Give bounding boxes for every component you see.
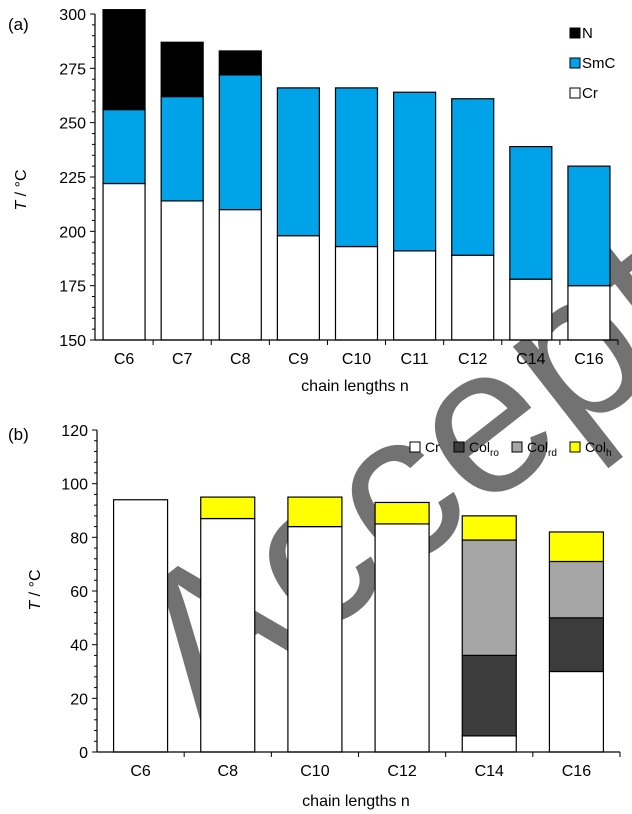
panel-b-ytick-label: 40 bbox=[70, 638, 88, 655]
panel-a-ylabel-unit: / °C bbox=[13, 169, 30, 200]
panel-b-xtick-label-c12: C12 bbox=[387, 763, 416, 780]
panel-a-chart: (a) T / °C chain lengths n 150 175 200 225 2… bbox=[8, 7, 619, 395]
bar-a-cr-c14 bbox=[509, 278, 553, 341]
bar-a-smc-c16 bbox=[567, 165, 611, 287]
panel-a-xtick-label-c14: C14 bbox=[516, 351, 545, 368]
bar-b-cr-c12 bbox=[374, 523, 430, 753]
bar-b-col-rd-c16 bbox=[548, 560, 605, 619]
panel-a-xtick-label-c6: C6 bbox=[114, 351, 135, 368]
bar-a-smc-c12 bbox=[451, 98, 495, 256]
bar-a-cr-c12 bbox=[451, 254, 495, 341]
panel-a-ytick-label: 300 bbox=[59, 7, 86, 24]
legend-swatch-n bbox=[569, 27, 581, 39]
legend-label-col-rd: Colrd bbox=[527, 439, 557, 459]
bar-b-col-rd-c14 bbox=[461, 539, 517, 656]
panel-a-ylabel: T / °C bbox=[13, 169, 30, 210]
bar-b-col-h-c8 bbox=[200, 496, 256, 520]
panel-a-ytick-label: 225 bbox=[59, 170, 86, 187]
panel-b-xtick-label-c14: C14 bbox=[475, 763, 504, 780]
bar-a-smc-c9 bbox=[276, 87, 320, 237]
panel-a-ytick-label: 200 bbox=[59, 224, 86, 241]
panel-b-ytick-label: 80 bbox=[70, 530, 88, 547]
panel-b-xlabel: chain lengths n bbox=[302, 793, 410, 810]
legend-swatch-cr bbox=[409, 441, 421, 453]
bar-a-cr-c7 bbox=[160, 200, 204, 341]
panel-b-ytick-label: 60 bbox=[70, 584, 88, 601]
bar-a-smc-c10 bbox=[334, 87, 379, 248]
panel-a-label: (a) bbox=[8, 15, 29, 34]
panel-b-xtick-label-c8: C8 bbox=[218, 763, 239, 780]
legend-swatch-col-ro bbox=[453, 441, 465, 453]
bar-a-smc-c8 bbox=[218, 74, 262, 211]
panel-b-ylabel-symbol: T bbox=[27, 600, 44, 611]
bar-b-cr-c16 bbox=[548, 670, 605, 753]
panel-a-xtick-label-c16: C16 bbox=[574, 351, 603, 368]
legend-label-col-h: Colh bbox=[585, 439, 612, 459]
panel-b-xtick-label-c10: C10 bbox=[300, 763, 329, 780]
bar-b-cr-c6 bbox=[112, 499, 169, 753]
panel-b-bars bbox=[112, 496, 605, 753]
panel-a-xtick-label-c11: C11 bbox=[401, 351, 429, 368]
panel-a-xtick-label-c10: C10 bbox=[342, 351, 371, 368]
bar-a-smc-c7 bbox=[160, 95, 204, 202]
bar-a-cr-c9 bbox=[276, 235, 320, 341]
bar-b-cr-c14 bbox=[461, 735, 517, 753]
bar-a-cr-c8 bbox=[218, 209, 262, 341]
legend-label-smc: SmC bbox=[582, 55, 616, 72]
legend-label-col-ro: Colro bbox=[469, 439, 499, 459]
panel-a-axes: 150 175 200 225 250 275 300 C6 C7 C8 C9 C10 C11 C12 C1… bbox=[59, 7, 619, 368]
legend-swatch-col-h bbox=[569, 441, 581, 453]
bar-a-cr-c16 bbox=[567, 285, 611, 341]
bar-b-cr-c8 bbox=[200, 517, 256, 753]
bar-a-n-c8 bbox=[218, 50, 262, 76]
panel-a-ytick-label: 250 bbox=[59, 116, 86, 133]
panel-a-xtick-label-c12: C12 bbox=[458, 351, 487, 368]
legend-label-n: N bbox=[582, 25, 593, 42]
bar-b-col-h-c16 bbox=[548, 531, 605, 563]
panel-b-ytick-label: 100 bbox=[61, 477, 88, 494]
bar-b-cr-c10 bbox=[287, 525, 343, 753]
panel-a-bars bbox=[102, 9, 611, 341]
bar-a-cr-c11 bbox=[393, 250, 437, 341]
panel-b-chart: (b) T / °C chain lengths n 0 20 40 60 80 100 1… bbox=[8, 423, 621, 810]
legend-label-cr: Cr bbox=[582, 85, 598, 102]
panel-b-ytick-label: 120 bbox=[61, 423, 88, 440]
legend-swatch-col-rd bbox=[511, 441, 523, 453]
legend-swatch-smc bbox=[569, 57, 581, 69]
bar-a-cr-c10 bbox=[334, 245, 379, 341]
panel-a-ytick-label: 275 bbox=[59, 61, 86, 78]
bar-a-n-c7 bbox=[160, 41, 204, 98]
panel-b-ylabel: T / °C bbox=[27, 569, 44, 610]
panel-b-ytick-label: 20 bbox=[70, 691, 88, 708]
bar-a-smc-c14 bbox=[509, 145, 553, 280]
legend-swatch-cr bbox=[569, 87, 581, 99]
bar-b-col-ro-c16 bbox=[548, 617, 605, 673]
bar-a-cr-c6 bbox=[102, 182, 146, 341]
panel-a-ylabel-symbol: T bbox=[13, 200, 30, 211]
panel-a-xtick-label-c7: C7 bbox=[172, 351, 193, 368]
panel-a-xtick-label-c9: C9 bbox=[288, 351, 309, 368]
panel-a-legend: N SmC Cr bbox=[569, 25, 616, 102]
panel-b-ytick-label: 0 bbox=[79, 745, 88, 762]
panel-a-ytick-label: 175 bbox=[59, 279, 86, 296]
panel-a-xlabel: chain lengths n bbox=[301, 378, 409, 395]
legend-label-cr: Cr bbox=[425, 439, 440, 455]
panel-b-axes: 0 20 40 60 80 100 120 C6 C8 C10 C12 C14 C16 bbox=[61, 423, 621, 780]
bar-b-col-h-c14 bbox=[461, 515, 517, 541]
panel-a-xtick-label-c8: C8 bbox=[230, 351, 251, 368]
bar-a-smc-c11 bbox=[393, 91, 437, 252]
panel-a-ytick-label: 150 bbox=[59, 333, 86, 350]
bar-b-col-h-c12 bbox=[374, 501, 430, 525]
bar-b-col-ro-c14 bbox=[461, 654, 517, 737]
panel-b-legend: Cr Colro Colrd Colh bbox=[409, 439, 612, 459]
panel-b-xtick-label-c16: C16 bbox=[562, 763, 591, 780]
bar-b-col-h-c10 bbox=[287, 496, 343, 528]
panel-b-ylabel-unit: / °C bbox=[27, 569, 44, 600]
bar-a-n-c6 bbox=[102, 9, 146, 111]
bar-a-smc-c6 bbox=[102, 109, 146, 185]
panel-b-xtick-label-c6: C6 bbox=[130, 763, 151, 780]
panel-b-label: (b) bbox=[8, 425, 29, 444]
